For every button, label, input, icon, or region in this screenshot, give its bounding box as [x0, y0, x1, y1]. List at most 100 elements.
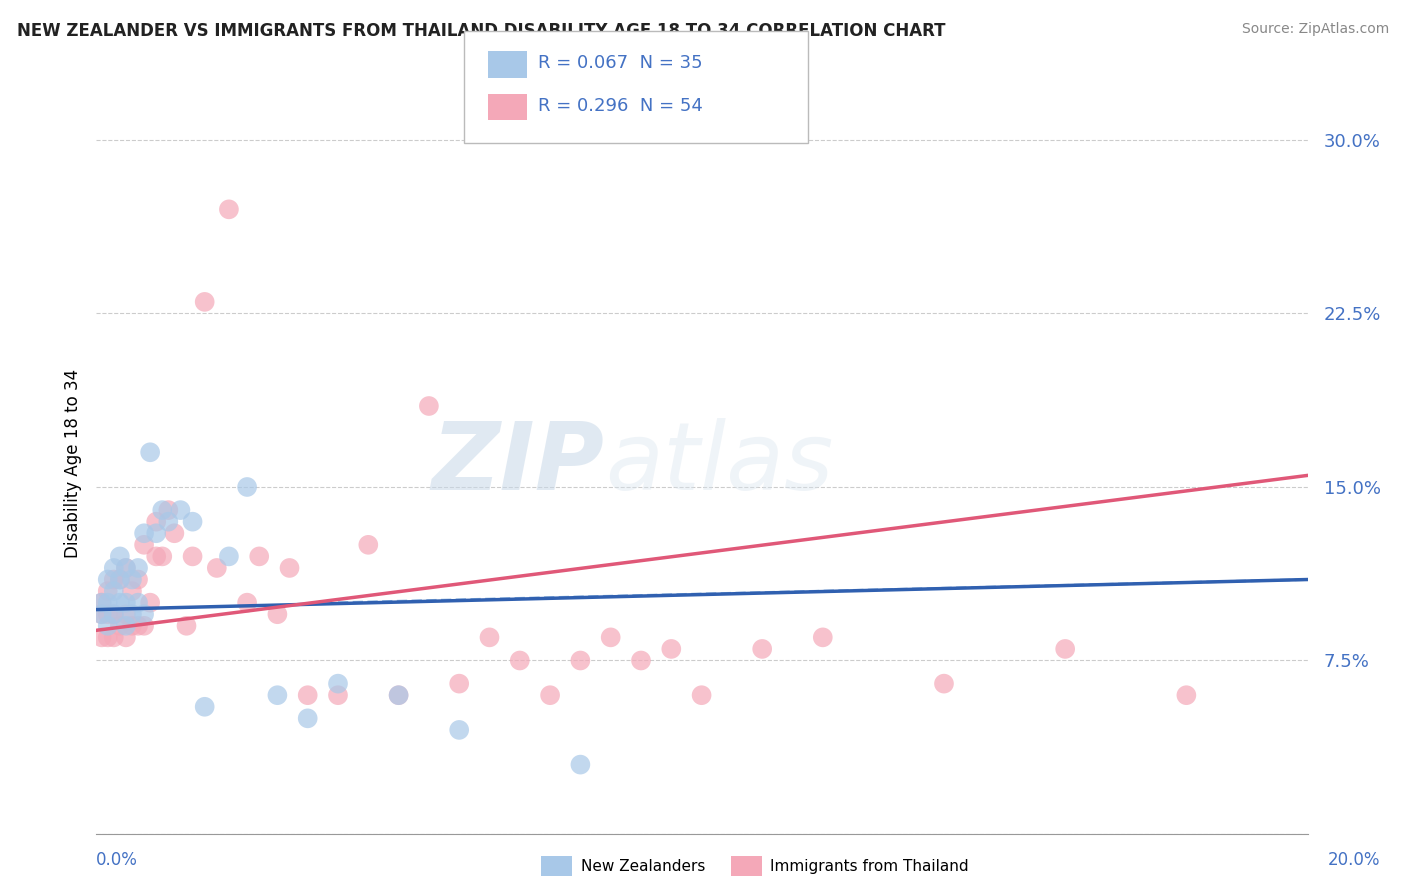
Text: ZIP: ZIP: [432, 417, 605, 510]
Point: [297, 711, 319, 725]
Point: [97, 619, 120, 633]
Point: [205, 561, 228, 575]
Text: 20.0%: 20.0%: [1329, 851, 1381, 869]
Point: [97, 631, 120, 645]
Point: [449, 676, 471, 690]
Point: [326, 676, 349, 690]
Point: [103, 561, 125, 575]
Point: [751, 642, 773, 657]
Point: [108, 573, 131, 587]
Point: [127, 619, 149, 633]
Point: [97, 596, 120, 610]
Text: atlas: atlas: [605, 418, 832, 509]
Y-axis label: Disability Age 18 to 34: Disability Age 18 to 34: [63, 369, 82, 558]
Point: [132, 538, 155, 552]
Point: [97, 584, 120, 599]
Point: [115, 619, 138, 633]
Point: [569, 757, 592, 772]
Point: [630, 653, 652, 667]
Point: [90, 596, 112, 610]
Point: [121, 584, 143, 599]
Point: [1175, 688, 1198, 702]
Point: [278, 561, 301, 575]
Point: [115, 631, 138, 645]
Point: [108, 549, 131, 564]
Point: [121, 573, 143, 587]
Point: [127, 573, 149, 587]
Point: [569, 653, 592, 667]
Point: [90, 607, 112, 622]
Point: [157, 515, 180, 529]
Point: [218, 549, 240, 564]
Point: [115, 607, 138, 622]
Point: [218, 202, 240, 217]
Text: R = 0.067  N = 35: R = 0.067 N = 35: [538, 54, 703, 72]
Point: [509, 653, 531, 667]
Point: [108, 573, 131, 587]
Point: [97, 573, 120, 587]
Point: [659, 642, 682, 657]
Point: [326, 688, 349, 702]
Point: [121, 607, 143, 622]
Point: [115, 561, 138, 575]
Point: [121, 619, 143, 633]
Point: [690, 688, 713, 702]
Point: [599, 631, 621, 645]
Point: [115, 596, 138, 610]
Text: New Zealanders: New Zealanders: [581, 859, 704, 873]
Point: [194, 699, 217, 714]
Point: [236, 596, 259, 610]
Point: [90, 607, 112, 622]
Point: [181, 549, 204, 564]
Point: [169, 503, 191, 517]
Point: [145, 515, 167, 529]
Point: [127, 596, 149, 610]
Point: [418, 399, 440, 413]
Point: [103, 607, 125, 622]
Point: [139, 596, 162, 610]
Point: [449, 723, 471, 737]
Point: [90, 631, 112, 645]
Point: [150, 549, 173, 564]
Point: [357, 538, 380, 552]
Point: [132, 607, 155, 622]
Point: [478, 631, 501, 645]
Point: [247, 549, 270, 564]
Point: [297, 688, 319, 702]
Point: [132, 619, 155, 633]
Point: [139, 445, 162, 459]
Point: [932, 676, 955, 690]
Text: Immigrants from Thailand: Immigrants from Thailand: [770, 859, 969, 873]
Point: [266, 607, 288, 622]
Point: [236, 480, 259, 494]
Point: [103, 573, 125, 587]
Point: [163, 526, 186, 541]
Text: 0.0%: 0.0%: [96, 851, 138, 869]
Point: [132, 526, 155, 541]
Point: [97, 607, 120, 622]
Point: [108, 596, 131, 610]
Point: [103, 631, 125, 645]
Point: [176, 619, 198, 633]
Text: NEW ZEALANDER VS IMMIGRANTS FROM THAILAND DISABILITY AGE 18 TO 34 CORRELATION CH: NEW ZEALANDER VS IMMIGRANTS FROM THAILAN…: [17, 22, 945, 40]
Point: [115, 561, 138, 575]
Text: Source: ZipAtlas.com: Source: ZipAtlas.com: [1241, 22, 1389, 37]
Point: [811, 631, 834, 645]
Text: R = 0.296  N = 54: R = 0.296 N = 54: [538, 97, 703, 115]
Point: [388, 688, 411, 702]
Point: [103, 584, 125, 599]
Point: [127, 561, 149, 575]
Point: [1054, 642, 1077, 657]
Point: [150, 503, 173, 517]
Point: [388, 688, 411, 702]
Point: [145, 526, 167, 541]
Point: [145, 549, 167, 564]
Point: [538, 688, 561, 702]
Point: [103, 607, 125, 622]
Point: [181, 515, 204, 529]
Point: [194, 294, 217, 309]
Point: [90, 596, 112, 610]
Point: [157, 503, 180, 517]
Point: [266, 688, 288, 702]
Point: [108, 619, 131, 633]
